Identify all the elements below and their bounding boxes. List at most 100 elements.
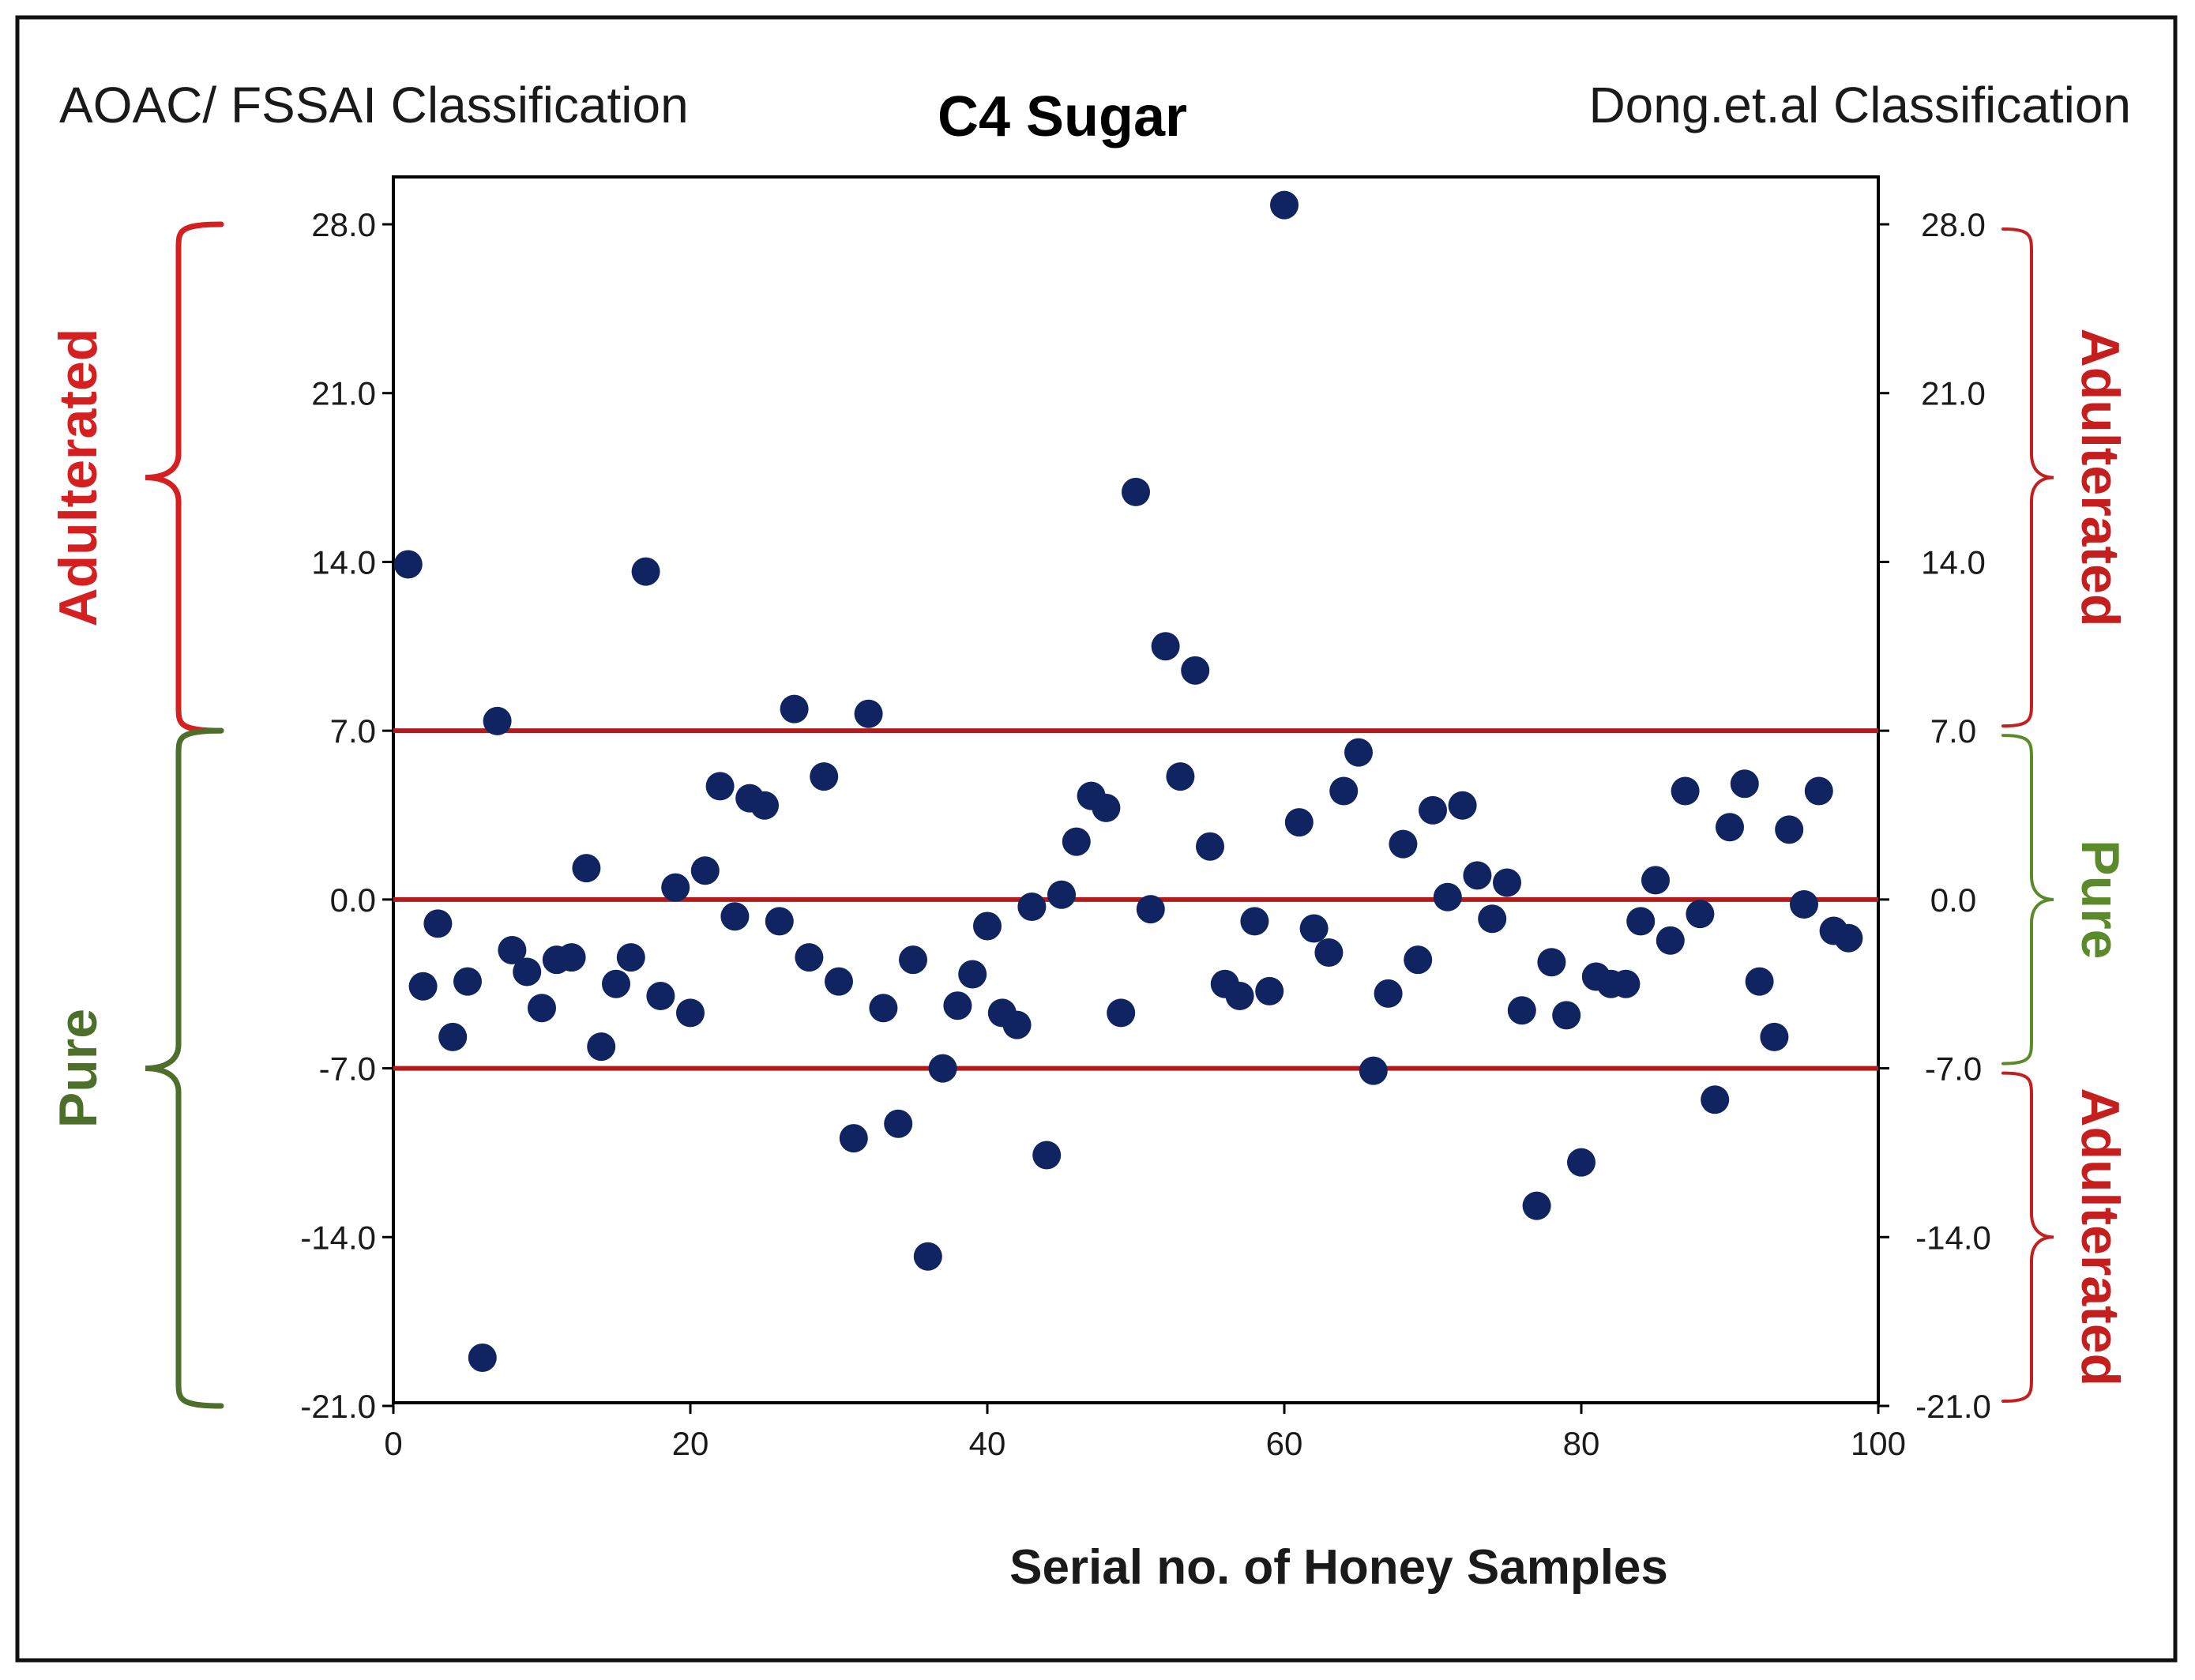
data-point: [1790, 889, 1818, 919]
data-point: [1092, 793, 1121, 822]
y-axis-left: 28.0 21.0 14.0 7.0 0.0 -7.0 -14.0 -21.0: [300, 206, 393, 1425]
y-tick-label-left: 28.0: [311, 206, 376, 243]
data-point: [1122, 477, 1150, 506]
data-point: [899, 945, 927, 975]
data-point: [528, 994, 556, 1023]
x-tick-label: 100: [1851, 1425, 1906, 1462]
x-tick-label: 60: [1266, 1425, 1303, 1462]
data-point: [928, 1054, 957, 1083]
data-point: [1062, 827, 1091, 856]
data-point: [1478, 904, 1507, 934]
data-point: [943, 991, 972, 1020]
data-point: [1448, 791, 1477, 820]
data-point: [1344, 738, 1373, 767]
data-point: [1047, 880, 1076, 909]
y-tick-label-right: -21.0: [1915, 1388, 1991, 1425]
data-point: [1270, 190, 1299, 220]
data-point: [765, 907, 794, 936]
data-point: [1552, 1001, 1581, 1030]
data-point: [1775, 815, 1804, 844]
data-point: [1299, 914, 1329, 943]
y-tick-label-right: 14.0: [1921, 543, 1986, 581]
x-tick-label: 20: [672, 1425, 709, 1462]
data-point: [1151, 632, 1180, 661]
data-point: [1032, 1141, 1062, 1170]
data-point: [646, 981, 675, 1010]
right-classification-header: Dong.et.al Classification: [1588, 77, 2131, 133]
y-tick-label-right: 0.0: [1930, 881, 1976, 919]
data-point: [1493, 868, 1521, 897]
right-class-label: Pure: [2070, 840, 2130, 959]
data-point: [1419, 795, 1447, 825]
data-point: [1804, 776, 1833, 806]
y-tick-label-left: 7.0: [330, 712, 376, 750]
data-point: [780, 694, 809, 723]
data-point: [705, 772, 735, 801]
data-point: [1196, 832, 1224, 861]
data-point: [423, 909, 453, 938]
data-point: [483, 706, 512, 735]
data-point: [1671, 776, 1700, 806]
data-point: [1686, 900, 1715, 929]
data-point: [1136, 895, 1165, 924]
right-class-label: Adulterated: [2070, 1088, 2130, 1386]
data-point: [572, 854, 601, 883]
right-bracket: [2001, 734, 2054, 1066]
figure-border: [15, 15, 2178, 1663]
data-point: [839, 1124, 868, 1153]
y-tick-label-left: 14.0: [311, 543, 376, 581]
y-tick-label-left: -14.0: [300, 1219, 376, 1256]
data-point: [913, 1242, 942, 1271]
data-point: [1834, 923, 1863, 953]
data-point: [1240, 907, 1269, 936]
right-bracket: [2001, 227, 2054, 728]
y-tick-label-right: 21.0: [1921, 375, 1986, 412]
data-point: [1701, 1085, 1730, 1114]
x-tick-label: 40: [969, 1425, 1006, 1462]
right-class-label: Adulterated: [2070, 329, 2130, 627]
data-point: [1359, 1056, 1388, 1085]
data-point: [1404, 945, 1433, 975]
data-point: [1716, 813, 1744, 842]
data-point: [408, 972, 438, 1001]
data-point: [1225, 981, 1254, 1010]
data-point: [884, 1109, 913, 1138]
y-tick-label-right: -7.0: [1925, 1050, 1982, 1088]
data-point: [1389, 829, 1418, 859]
data-point: [1002, 1010, 1032, 1039]
data-point: [1107, 998, 1136, 1028]
left-class-label: Adulterated: [48, 329, 108, 627]
left-class-label: Pure: [48, 1009, 108, 1128]
x-axis-label: Serial no. of Honey Samples: [1009, 1540, 1668, 1595]
data-point: [453, 967, 482, 996]
y-tick-label-left: 0.0: [330, 881, 376, 919]
data-point: [973, 911, 1002, 941]
data-points: [393, 190, 1863, 1372]
data-point: [587, 1032, 616, 1062]
y-tick-label-right: -14.0: [1915, 1219, 1991, 1256]
y-axis-right: 28.0 21.0 14.0 7.0 0.0 -7.0 -14.0 -21.0: [1878, 206, 1991, 1425]
data-point: [1374, 979, 1403, 1008]
data-point: [825, 967, 853, 996]
plot-area: [392, 175, 1880, 1404]
data-point: [1284, 808, 1314, 837]
data-point: [616, 943, 645, 972]
y-tick-label-right: 28.0: [1921, 206, 1986, 243]
left-classification-header: AOAC/ FSSAI Classification: [59, 77, 689, 133]
data-point: [498, 935, 527, 964]
y-tick-label-left: -7.0: [319, 1050, 376, 1088]
left-bracket: [145, 221, 224, 734]
data-point: [1745, 967, 1774, 996]
data-point: [1166, 762, 1195, 791]
data-point: [1329, 776, 1359, 806]
data-point: [1017, 893, 1047, 922]
x-axis: 0 20 40 60 80 100: [384, 1403, 1906, 1462]
data-point: [1507, 996, 1536, 1025]
data-point: [438, 1022, 468, 1051]
data-point: [1730, 769, 1759, 799]
data-point: [1433, 882, 1462, 911]
x-tick-label: 0: [384, 1425, 402, 1462]
data-point: [869, 994, 898, 1023]
data-point: [676, 998, 705, 1028]
